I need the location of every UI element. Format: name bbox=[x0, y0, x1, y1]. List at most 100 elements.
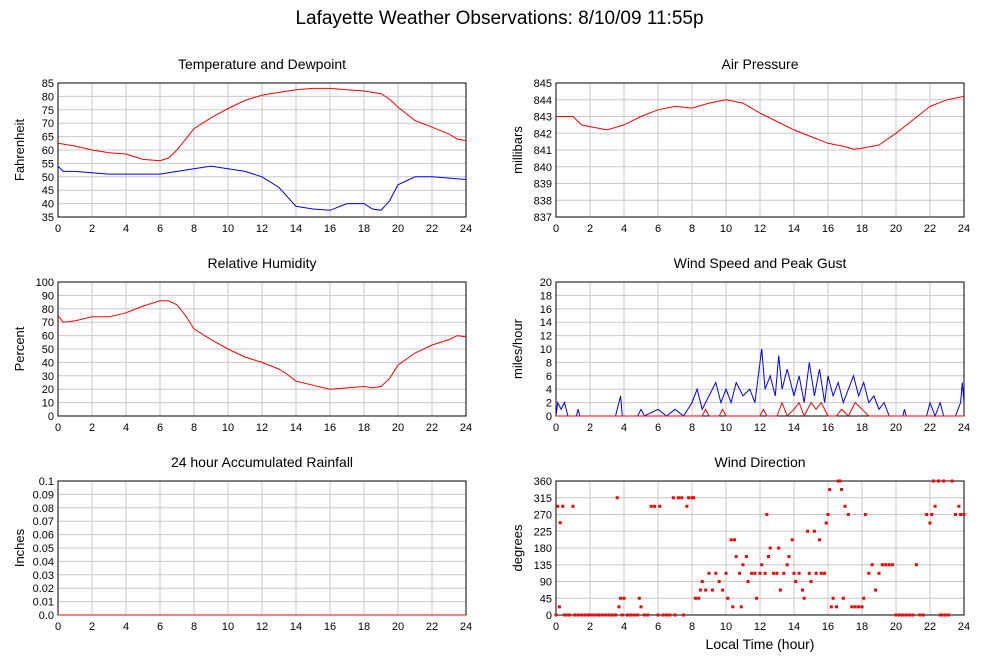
temp-y-tick-label: 40 bbox=[42, 199, 54, 211]
direction-chart-title: Wind Direction bbox=[714, 454, 805, 470]
direction-y-tick-label: 315 bbox=[534, 493, 552, 505]
temp-x-tick-label: 22 bbox=[426, 223, 438, 235]
direction-data-point bbox=[554, 613, 558, 617]
direction-x-tick-label: 0 bbox=[553, 621, 559, 633]
direction-data-point bbox=[826, 513, 830, 516]
direction-data-point bbox=[763, 571, 767, 575]
direction-data-point bbox=[959, 513, 963, 516]
wind-y-axis-label: miles/hour bbox=[510, 318, 525, 379]
pressure-x-tick-label: 2 bbox=[587, 223, 593, 235]
wind-chart-title: Wind Speed and Peak Gust bbox=[674, 255, 847, 271]
direction-data-point bbox=[877, 571, 881, 575]
pressure-y-tick-label: 838 bbox=[534, 195, 552, 207]
pressure-x-tick-label: 6 bbox=[655, 223, 661, 235]
direction-data-point bbox=[556, 504, 560, 508]
pressure-y-tick-label: 840 bbox=[534, 162, 552, 174]
wind-y-tick-label: 12 bbox=[540, 331, 552, 343]
direction-data-point bbox=[699, 588, 702, 592]
pressure-plot-frame bbox=[555, 82, 965, 218]
direction-plot-frame bbox=[555, 480, 965, 616]
direction-data-point bbox=[836, 479, 840, 483]
humidity-x-tick-label: 0 bbox=[55, 422, 61, 434]
direction-data-point bbox=[938, 613, 942, 617]
direction-data-point bbox=[704, 588, 708, 592]
humidity-x-tick-label: 20 bbox=[392, 422, 404, 434]
pressure-x-tick-label: 8 bbox=[689, 223, 695, 235]
direction-data-point bbox=[726, 596, 730, 600]
humidity-y-tick-label: 60 bbox=[42, 331, 54, 343]
direction-data-point bbox=[603, 613, 607, 617]
rain-y-tick-label: 0.04 bbox=[33, 556, 54, 568]
temp-series-line-0 bbox=[57, 87, 467, 162]
direction-data-point bbox=[724, 571, 728, 575]
pressure-y-tick-label: 839 bbox=[534, 179, 552, 191]
pressure-x-tick-label: 0 bbox=[553, 223, 559, 235]
temp-y-tick-label: 50 bbox=[42, 172, 54, 184]
pressure-y-tick-label: 837 bbox=[534, 212, 552, 224]
direction-data-point bbox=[576, 613, 580, 617]
direction-data-point bbox=[768, 546, 772, 550]
pressure-x-tick-label: 10 bbox=[720, 223, 732, 235]
wind-x-tick-label: 12 bbox=[754, 422, 766, 434]
pressure-y-tick-label: 843 bbox=[534, 112, 552, 124]
direction-data-point bbox=[658, 504, 662, 508]
direction-data-point bbox=[622, 596, 626, 600]
rain-x-tick-label: 12 bbox=[256, 621, 268, 633]
pressure-y-tick-label: 844 bbox=[534, 95, 552, 107]
pressure-x-tick-label: 14 bbox=[788, 223, 800, 235]
rain-x-tick-label: 6 bbox=[157, 621, 163, 633]
wind-y-tick-label: 18 bbox=[540, 290, 552, 302]
direction-data-point bbox=[867, 571, 871, 575]
pressure-x-tick-label: 22 bbox=[924, 223, 936, 235]
wind-y-tick-label: 10 bbox=[540, 344, 552, 356]
direction-data-point bbox=[620, 613, 624, 617]
direction-x-tick-label: 16 bbox=[822, 621, 834, 633]
direction-data-point bbox=[914, 563, 918, 567]
direction-data-point bbox=[738, 571, 742, 575]
rain-y-tick-label: 0.07 bbox=[33, 516, 54, 528]
direction-data-point bbox=[697, 596, 701, 600]
rain-chart-title: 24 hour Accumulated Rainfall bbox=[171, 454, 353, 470]
pressure-x-tick-label: 12 bbox=[754, 223, 766, 235]
humidity-x-tick-label: 14 bbox=[290, 422, 302, 434]
humidity-chart-title: Relative Humidity bbox=[208, 255, 317, 271]
direction-data-point bbox=[767, 555, 770, 559]
direction-data-point bbox=[874, 588, 878, 592]
temp-x-tick-label: 14 bbox=[290, 223, 302, 235]
wind-y-tick-label: 16 bbox=[540, 304, 552, 316]
temp-x-tick-label: 12 bbox=[256, 223, 268, 235]
direction-data-point bbox=[571, 504, 575, 508]
rain-x-tick-label: 8 bbox=[191, 621, 197, 633]
temp-x-tick-label: 10 bbox=[222, 223, 234, 235]
direction-data-point bbox=[897, 613, 901, 617]
direction-data-point bbox=[831, 596, 835, 600]
direction-data-point bbox=[557, 605, 561, 609]
temp-x-tick-label: 24 bbox=[460, 223, 472, 235]
humidity-y-tick-label: 40 bbox=[42, 357, 54, 369]
direction-data-point bbox=[682, 613, 685, 617]
direction-data-point bbox=[862, 596, 866, 600]
humidity-x-tick-label: 6 bbox=[157, 422, 163, 434]
direction-data-point bbox=[619, 596, 623, 600]
direction-data-point bbox=[814, 571, 818, 575]
direction-y-tick-label: 360 bbox=[534, 476, 552, 488]
direction-data-point bbox=[586, 613, 590, 617]
temp-chart-title: Temperature and Dewpoint bbox=[178, 56, 346, 72]
humidity-y-tick-label: 30 bbox=[42, 371, 54, 383]
wind-x-tick-label: 8 bbox=[689, 422, 695, 434]
rain-y-tick-label: 0.0 bbox=[39, 610, 54, 622]
direction-data-point bbox=[950, 479, 954, 483]
direction-data-point bbox=[794, 580, 798, 583]
rain-y-tick-label: 0.03 bbox=[33, 570, 54, 582]
direction-data-point bbox=[911, 613, 915, 617]
humidity-y-tick-label: 50 bbox=[42, 344, 54, 356]
rain-y-tick-label: 0.02 bbox=[33, 583, 54, 595]
direction-data-point bbox=[857, 605, 861, 609]
direction-data-point bbox=[671, 496, 675, 500]
wind-x-tick-label: 0 bbox=[553, 422, 559, 434]
temp-y-tick-label: 80 bbox=[42, 91, 54, 103]
direction-data-point bbox=[707, 571, 711, 575]
direction-data-point bbox=[639, 605, 643, 609]
pressure-chart-title: Air Pressure bbox=[721, 56, 798, 72]
humidity-x-tick-label: 4 bbox=[123, 422, 129, 434]
